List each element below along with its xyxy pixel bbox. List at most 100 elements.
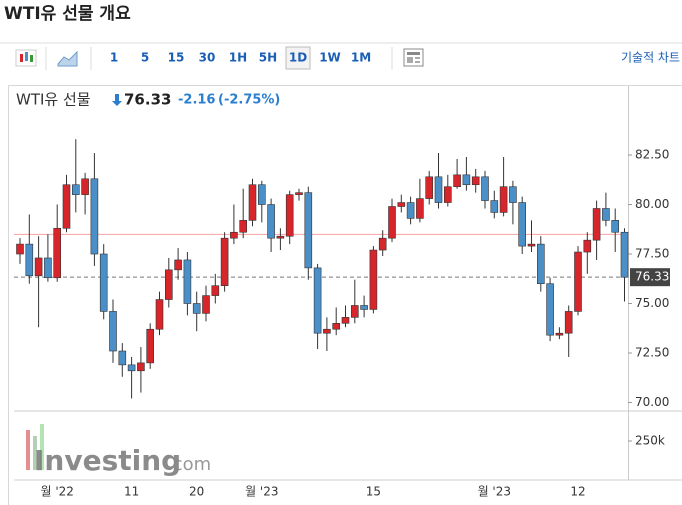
candle-body bbox=[16, 243, 24, 255]
interval-button[interactable]: 1 bbox=[110, 51, 118, 65]
candle-body bbox=[481, 176, 489, 201]
candle-body bbox=[341, 317, 350, 324]
change: -2.16 bbox=[178, 93, 215, 108]
logo-bar bbox=[33, 436, 37, 470]
candle-body bbox=[425, 176, 434, 199]
y2-tick-label: 250k bbox=[635, 434, 665, 448]
logo-bar bbox=[26, 430, 30, 470]
candle-body bbox=[369, 249, 378, 310]
candle-body bbox=[434, 176, 443, 203]
candle-body bbox=[536, 243, 545, 285]
change-pct: (-2.75%) bbox=[218, 93, 280, 108]
candle-body bbox=[239, 220, 247, 233]
interval-button[interactable]: 30 bbox=[199, 51, 216, 65]
candle-body bbox=[230, 231, 238, 239]
candle-body bbox=[165, 269, 173, 300]
last-price-label: 76.33 bbox=[635, 270, 669, 284]
candle-body bbox=[211, 285, 220, 296]
candle-body bbox=[388, 206, 396, 239]
icon-part bbox=[415, 57, 420, 59]
x-tick-label: 11 bbox=[124, 485, 139, 499]
candle-body bbox=[323, 328, 331, 334]
candle-body bbox=[304, 192, 313, 269]
candle-body bbox=[276, 235, 285, 239]
icon-box bbox=[15, 49, 37, 67]
candle-body bbox=[406, 202, 415, 219]
candle-body bbox=[583, 239, 592, 253]
candle-body bbox=[174, 259, 182, 271]
selected-box bbox=[285, 46, 311, 70]
candle-body bbox=[183, 259, 192, 304]
candle-body bbox=[416, 198, 424, 219]
candle-body bbox=[574, 251, 582, 312]
y-tick-label: 77.50 bbox=[635, 247, 669, 261]
candle-body bbox=[127, 364, 136, 372]
logo-suffix: .com bbox=[167, 454, 211, 475]
candle-body bbox=[564, 311, 573, 334]
candle-body bbox=[53, 227, 62, 279]
candle-body bbox=[332, 322, 341, 330]
candle-body bbox=[443, 186, 452, 203]
technical-chart-link[interactable]: 기술적 차트 bbox=[621, 51, 680, 65]
down-arrow bbox=[112, 94, 122, 106]
area-icon[interactable] bbox=[57, 50, 78, 67]
x-tick-label: 월 '23 bbox=[478, 485, 511, 499]
candle-body bbox=[62, 184, 71, 229]
candle-body bbox=[509, 186, 517, 203]
interval-button[interactable]: 5 bbox=[141, 51, 149, 65]
interval-button[interactable]: 5H bbox=[259, 51, 277, 65]
candle-body bbox=[81, 178, 89, 195]
candle-body bbox=[546, 283, 554, 336]
x-tick-label: 월 '22 bbox=[40, 485, 73, 499]
y-tick-label: 72.50 bbox=[635, 345, 669, 359]
candle-body bbox=[518, 202, 527, 247]
candle-body bbox=[462, 174, 471, 186]
logo-text: Investing bbox=[34, 444, 181, 477]
x-tick-label: 20 bbox=[189, 485, 204, 499]
candle-body bbox=[44, 257, 52, 279]
logo: Investing .com bbox=[26, 424, 211, 477]
interval-button[interactable]: 1M bbox=[351, 51, 371, 65]
candle-body bbox=[555, 332, 564, 336]
candle-body bbox=[611, 220, 620, 233]
candle-body bbox=[109, 311, 117, 352]
candle-body bbox=[257, 184, 266, 205]
candle-body bbox=[118, 350, 127, 366]
candle-body bbox=[592, 208, 601, 241]
candle-body bbox=[146, 328, 154, 364]
icon-part bbox=[407, 57, 413, 63]
candle-body bbox=[90, 178, 99, 255]
candle-body bbox=[620, 231, 629, 278]
chart-frame bbox=[8, 85, 682, 505]
news-icon[interactable] bbox=[403, 48, 424, 67]
instrument-name: WTI유 선물 bbox=[16, 91, 91, 109]
candle-body bbox=[397, 202, 406, 207]
logo-bar bbox=[40, 424, 44, 470]
interval-button[interactable]: 1H bbox=[229, 51, 247, 65]
candle-body bbox=[267, 204, 275, 239]
x-tick-label: 15 bbox=[366, 485, 381, 499]
interval-button[interactable]: 1W bbox=[319, 51, 341, 65]
icon-part bbox=[415, 61, 420, 63]
candle-body bbox=[72, 184, 80, 195]
candle-body bbox=[295, 192, 303, 195]
candle-body bbox=[453, 174, 461, 188]
candle-body bbox=[192, 303, 201, 314]
interval-button[interactable]: 1D bbox=[289, 51, 307, 65]
y-tick-label: 80.00 bbox=[635, 197, 669, 211]
toolbar: 1 5 15 30 1H 5H 1D 1W 1M bbox=[110, 46, 371, 70]
candle-body bbox=[527, 243, 536, 247]
x-tick-label: 12 bbox=[570, 485, 585, 499]
candle-body bbox=[25, 243, 34, 277]
interval-button[interactable]: 15 bbox=[168, 51, 185, 65]
candle-body bbox=[313, 267, 322, 334]
candle-body bbox=[285, 194, 294, 237]
page-title: WTI유 선물 개요 bbox=[4, 4, 131, 24]
icon-part bbox=[407, 52, 420, 55]
candle-body bbox=[137, 362, 145, 372]
x-tick-label: 월 '23 bbox=[245, 485, 278, 499]
candle-body bbox=[350, 305, 359, 318]
candle-icon[interactable] bbox=[15, 49, 37, 67]
